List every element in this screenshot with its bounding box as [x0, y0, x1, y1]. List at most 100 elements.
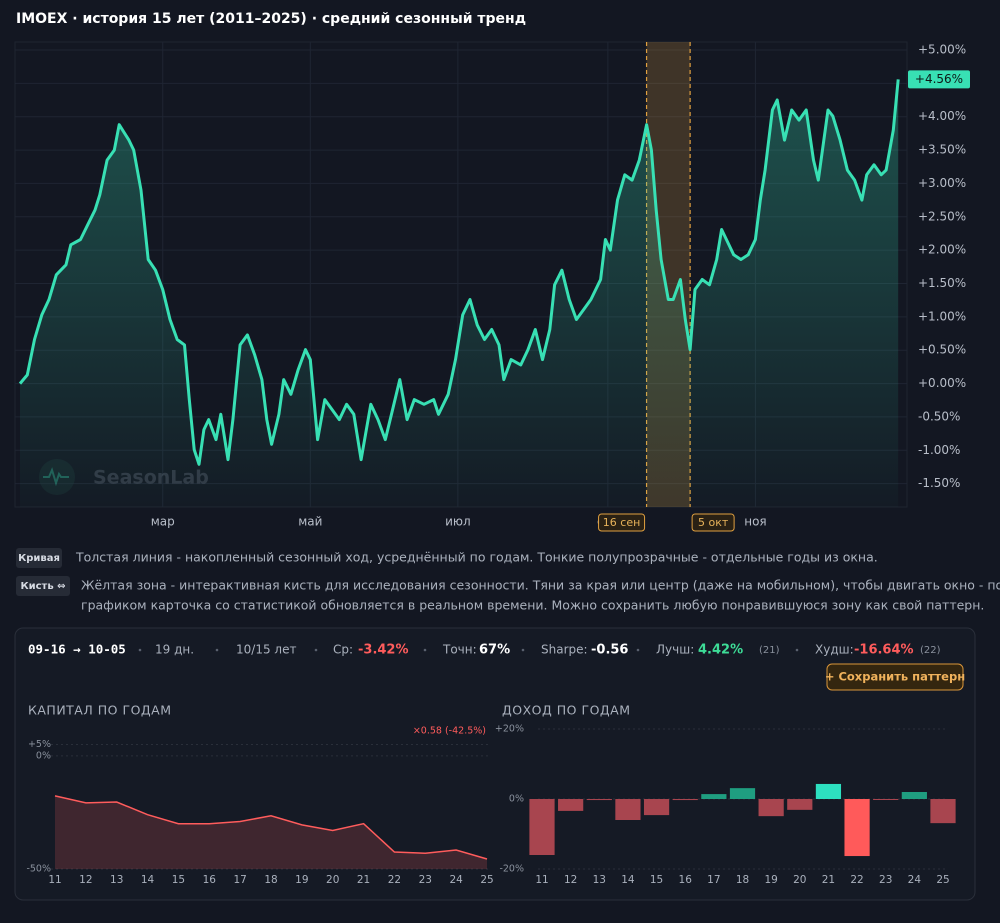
- y-tick-label: +4.00%: [918, 109, 966, 123]
- bar: [787, 799, 813, 810]
- stat-best: 4.42%: [698, 643, 743, 658]
- save-button-label[interactable]: + Сохранить паттерн: [825, 670, 965, 684]
- x-tick-label: 24: [908, 874, 922, 886]
- y-tick-label: 0%: [36, 750, 51, 761]
- x-tick-label: 23: [419, 874, 432, 886]
- x-tick-label: 13: [593, 874, 606, 886]
- x-tick-label: 25: [936, 874, 949, 886]
- end-label-box: [908, 70, 970, 89]
- x-tick-label: 19: [295, 874, 308, 886]
- y-tick-label: +0.00%: [918, 376, 966, 390]
- x-tick-label: 22: [388, 874, 401, 886]
- chart-title: ДОХОД ПО ГОДАМ: [502, 703, 631, 718]
- x-tick-label: 15: [650, 874, 663, 886]
- separator-dot: [636, 648, 640, 652]
- note-tag-box: [16, 576, 70, 596]
- brush-label-box: [691, 513, 735, 532]
- x-tick-label: 22: [850, 874, 863, 886]
- note-text: Толстая линия - накопленный сезонный ход…: [75, 550, 878, 565]
- x-tick-label: 12: [564, 874, 577, 886]
- bar: [701, 794, 727, 799]
- stat-days: 19 дн.: [155, 643, 194, 657]
- x-tick-label: 11: [535, 874, 548, 886]
- x-tick-label: 21: [357, 874, 370, 886]
- x-tick-label: 18: [264, 874, 277, 886]
- y-tick-label: 0%: [509, 794, 524, 805]
- brush-label-box: [598, 513, 646, 532]
- x-tick-label: 14: [141, 874, 155, 886]
- x-tick-label: 19: [764, 874, 777, 886]
- y-tick-label: +1.00%: [918, 309, 966, 323]
- note-text: Жёлтая зона - интерактивная кисть для ис…: [81, 578, 1000, 593]
- series-line: [54, 795, 488, 860]
- x-tick-label: 14: [621, 874, 635, 886]
- x-tick-label: 20: [793, 874, 806, 886]
- y-tick-label: +3.00%: [918, 176, 966, 190]
- y-tick-label: +0.50%: [918, 343, 966, 357]
- annotation: ×0.58 (-42.5%): [413, 726, 486, 737]
- x-tick-label: 21: [822, 874, 835, 886]
- y-tick-label: -0.50%: [918, 409, 960, 423]
- stat-accuracy-label: Точн:: [442, 643, 477, 657]
- y-tick-label: +2.50%: [918, 209, 966, 223]
- stat-accuracy: 67%: [479, 643, 510, 658]
- bar: [643, 799, 670, 816]
- bar: [529, 799, 555, 855]
- bar: [930, 799, 956, 824]
- x-tick-label: 24: [449, 874, 463, 886]
- save-button[interactable]: [826, 663, 964, 691]
- y-tick-label: -50%: [26, 864, 51, 875]
- y-tick-label: -1.00%: [918, 443, 960, 457]
- bar: [672, 799, 698, 801]
- page-title: IMOEX · история 15 лет (2011–2025) · сре…: [16, 11, 526, 27]
- x-tick-label: 15: [172, 874, 185, 886]
- y-tick-label: -1.50%: [918, 476, 960, 490]
- bar: [729, 788, 756, 799]
- area-fill: [55, 795, 487, 869]
- x-tick-label: 18: [736, 874, 749, 886]
- x-tick-label: июл: [445, 515, 471, 529]
- note-tag: Кисть ⇔: [20, 581, 65, 592]
- brush-label: 16 сен: [603, 516, 641, 529]
- x-tick-label: 16: [679, 874, 693, 886]
- y-tick-label: +3.50%: [918, 143, 966, 157]
- x-tick-label: 11: [48, 874, 61, 886]
- x-tick-label: 17: [707, 874, 720, 886]
- stat-mean-label: Ср:: [333, 643, 353, 657]
- separator-dot: [423, 648, 427, 652]
- area-fill: [20, 79, 899, 508]
- bar: [586, 799, 612, 801]
- x-tick-label: 12: [79, 874, 92, 886]
- note-text: графиком карточка со статистикой обновля…: [81, 598, 984, 613]
- bar: [815, 783, 842, 799]
- y-tick-label: +2.00%: [918, 243, 966, 257]
- note-tag: Кривая: [18, 553, 60, 564]
- end-label: +4.56%: [915, 72, 963, 86]
- x-tick-label: 25: [480, 874, 493, 886]
- y-tick-label: +20%: [495, 724, 524, 735]
- x-tick-label: ноя: [744, 515, 766, 529]
- stat-mean: -3.42%: [358, 643, 409, 658]
- series-line: [18, 79, 900, 466]
- stat-best-label: Лучш:: [656, 643, 694, 657]
- bar: [758, 799, 784, 817]
- stat-best-year: (21): [759, 645, 780, 656]
- separators: [138, 648, 799, 652]
- separator-dot: [795, 648, 799, 652]
- separator-dot: [215, 648, 219, 652]
- brush-label: 5 окт: [698, 516, 729, 529]
- stats-card: [14, 627, 976, 901]
- note-tag-box: [16, 548, 62, 568]
- x-tick-label: 17: [233, 874, 246, 886]
- x-tick-label: мар: [151, 515, 175, 529]
- stat-worst: -16.64%: [854, 643, 914, 658]
- x-tick-label: 23: [879, 874, 892, 886]
- x-tick-label: 16: [203, 874, 217, 886]
- bar: [558, 799, 584, 811]
- y-tick-label: +5%: [28, 739, 51, 750]
- stat-sharpe: -0.56: [591, 643, 628, 658]
- separator-dot: [314, 648, 318, 652]
- x-tick-label: май: [298, 515, 322, 529]
- y-tick-label: -20%: [499, 864, 524, 875]
